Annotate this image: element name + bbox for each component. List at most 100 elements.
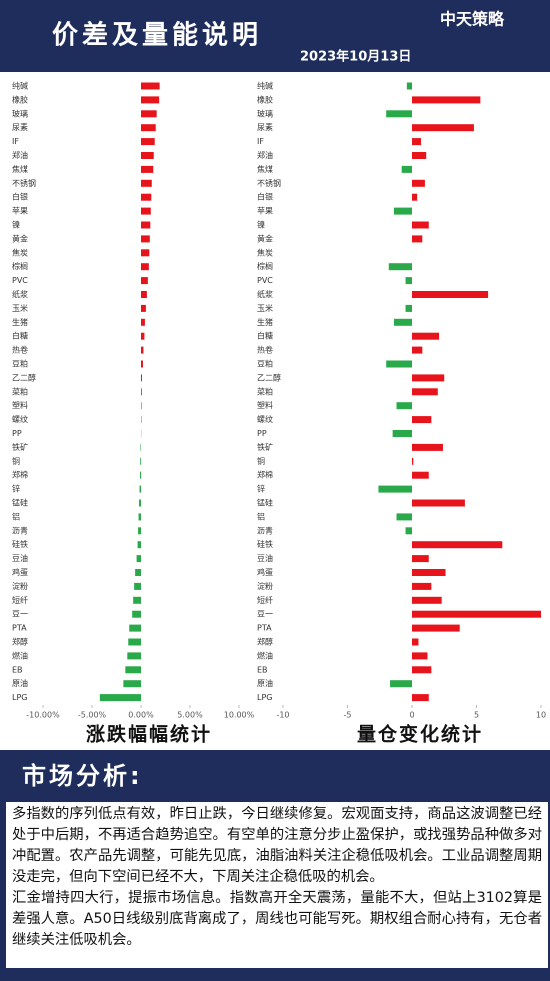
header-logo: 中天策略: [440, 10, 505, 29]
category-label: 焦炭: [257, 247, 273, 257]
category-label: 塑料: [257, 400, 273, 410]
category-label: 硅铁: [12, 539, 28, 549]
bar: [141, 249, 150, 257]
bar: [378, 485, 412, 493]
bar: [405, 304, 412, 312]
category-label: 乙二醇: [12, 372, 36, 382]
bar: [412, 138, 422, 146]
category-label: 原油: [257, 678, 273, 688]
bar: [141, 235, 150, 243]
category-label: 郑醇: [12, 637, 28, 647]
bar: [412, 291, 489, 298]
analysis-box: 多指数的序列低点有效，昨日止跌，今日继续修复。宏观面支持，商品这波调整已经处于中…: [4, 800, 550, 970]
category-label: 铁矿: [257, 442, 273, 452]
bar: [138, 527, 141, 535]
bar: [412, 193, 418, 201]
chart-area: 价差及量能说明 2023年10月13日 中天策略 -10.00% -5.00% 0.…: [0, 9, 550, 750]
bar: [127, 652, 141, 660]
category-label: 淀粉: [12, 581, 28, 591]
bar: [412, 235, 423, 243]
category-label: 沥青: [12, 525, 28, 535]
bar: [141, 388, 142, 396]
x-tick-label: 10: [536, 711, 546, 720]
bar: [129, 624, 141, 632]
category-label: 热卷: [257, 345, 273, 355]
bar: [412, 569, 446, 576]
category-label: 燃油: [257, 650, 273, 660]
category-label: 尿素: [12, 122, 28, 132]
category-label: 郑醇: [257, 637, 273, 647]
bar: [406, 82, 412, 90]
bar: [139, 499, 141, 507]
bar: [412, 666, 432, 674]
category-label: PP: [12, 429, 22, 438]
category-label: 不锈钢: [12, 178, 36, 188]
bar: [141, 193, 152, 201]
category-label: 不锈钢: [257, 178, 281, 188]
bar: [392, 430, 412, 437]
category-label: 鸡蛋: [12, 567, 28, 577]
category-label: 菜粕: [257, 386, 273, 396]
bar: [412, 499, 465, 507]
bar: [141, 96, 160, 104]
category-label: 纯碱: [12, 81, 28, 91]
bar: [125, 666, 141, 674]
category-label: 白糖: [257, 331, 273, 341]
bar: [141, 179, 152, 187]
bar: [141, 374, 142, 382]
bar: [141, 124, 156, 132]
bar: [393, 207, 412, 215]
category-label: 橡胶: [257, 94, 273, 104]
category-label: PVC: [12, 276, 28, 285]
category-label: 鸡蛋: [257, 567, 273, 577]
bar: [412, 694, 429, 702]
bar: [128, 638, 141, 646]
bar: [412, 541, 503, 549]
category-label: PTA: [12, 624, 27, 633]
category-label: PTA: [257, 624, 272, 633]
chart-title: 涨跌幅幅统计: [86, 723, 212, 746]
category-label: LPG: [12, 693, 27, 702]
header-date: 2023年10月13日: [300, 49, 411, 65]
category-label: 纯碱: [257, 81, 273, 91]
category-label: 铜: [12, 456, 20, 466]
bar: [138, 513, 141, 521]
category-label: 苹果: [12, 206, 28, 216]
category-label: 黄金: [257, 233, 273, 243]
category-label: PVC: [257, 276, 273, 285]
category-label: 热卷: [12, 345, 28, 355]
category-label: IF: [12, 137, 19, 146]
bar: [141, 277, 148, 285]
bar: [412, 610, 541, 618]
bar: [141, 221, 151, 229]
bar: [388, 263, 412, 271]
category-label: 豆一: [257, 610, 273, 619]
bar: [412, 624, 460, 632]
category-label: 棕榈: [257, 261, 273, 271]
category-label: 玉米: [12, 303, 28, 313]
bar: [140, 457, 141, 465]
bar: [412, 388, 438, 396]
bar: [412, 555, 429, 563]
bar: [141, 138, 155, 146]
category-label: 郑棉: [12, 470, 28, 480]
category-label: 生猪: [12, 317, 28, 327]
category-label: 菜粕: [12, 386, 28, 396]
bar: [412, 124, 474, 132]
bar: [386, 360, 412, 368]
category-label: 苹果: [257, 206, 273, 216]
bar: [412, 457, 414, 465]
x-tick-label: -10: [276, 711, 289, 720]
header-title: 价差及量能说明: [52, 20, 262, 51]
chart-title: 量仓变化统计: [357, 723, 483, 746]
bar: [140, 471, 141, 479]
category-label: PP: [257, 429, 267, 438]
bar: [141, 207, 151, 215]
category-label: 原油: [12, 678, 28, 688]
category-label: 纸浆: [257, 289, 273, 299]
bar: [141, 346, 144, 354]
bar: [412, 221, 429, 229]
bar: [137, 541, 141, 549]
bar: [412, 152, 427, 159]
category-label: 焦煤: [257, 164, 273, 174]
